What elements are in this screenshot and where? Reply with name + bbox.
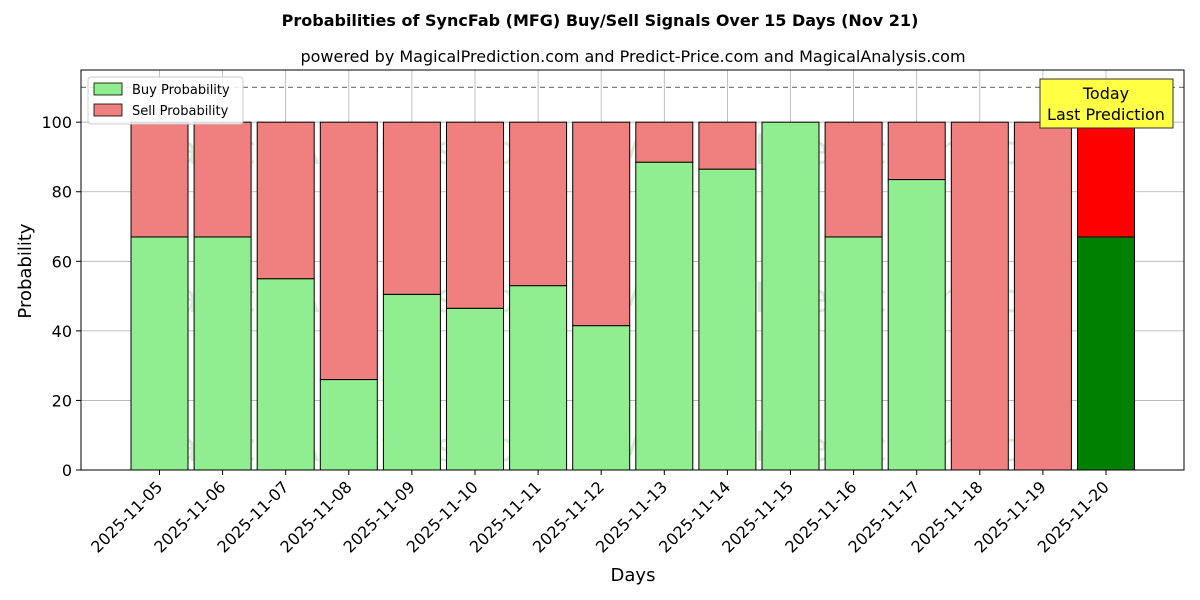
legend-swatch-buy	[93, 82, 123, 96]
bar-buy-2025-11-07	[256, 278, 315, 471]
chart-subtitle: powered by MagicalPrediction.com and Pre…	[300, 47, 965, 66]
y-tick-label: 20	[52, 391, 72, 410]
bar-sell-2025-11-13	[635, 121, 694, 163]
annotation-box	[1039, 78, 1174, 129]
bar-sell-2025-11-16	[824, 121, 883, 238]
today-annotation: Today Last Prediction	[1039, 78, 1174, 129]
bar-buy-2025-11-17	[887, 179, 946, 471]
bar-sell-2025-11-17	[887, 121, 946, 181]
bar-buy-2025-11-14	[698, 168, 757, 471]
bar-sell-2025-11-10	[446, 121, 504, 309]
bar-buy-2025-11-08	[319, 379, 378, 471]
x-axis-label: Days	[611, 565, 656, 586]
bar-sell-2025-11-14	[698, 121, 757, 170]
bar-sell-2025-11-19	[1013, 121, 1072, 471]
bar-sell-2025-11-06	[193, 121, 252, 238]
y-tick-label: 80	[52, 183, 72, 202]
bar-buy-2025-11-09	[382, 293, 441, 471]
annotation-line-1: Today	[1082, 84, 1129, 103]
legend-label-buy: Buy Probability	[132, 83, 230, 98]
bar-sell-2025-11-05	[130, 121, 189, 238]
bar-sell-2025-11-09	[382, 121, 441, 295]
bar-sell-2025-11-08	[319, 121, 378, 381]
legend-box	[87, 76, 244, 125]
bar-buy-2025-11-16	[824, 236, 883, 471]
bar-buy-2025-11-10	[446, 307, 504, 471]
bar-buy-2025-11-11	[509, 285, 568, 471]
bar-buy-2025-11-06	[193, 236, 252, 471]
bar-buy-2025-11-12	[572, 325, 631, 471]
bar-buy-2025-11-05	[130, 236, 189, 471]
chart-title: Probabilities of SyncFab (MFG) Buy/Sell …	[282, 11, 919, 30]
bar-buy-2025-11-20	[1077, 236, 1135, 471]
y-tick-label: 100	[41, 113, 72, 132]
plot-frame	[80, 69, 1185, 471]
bar-buy-2025-11-13	[635, 161, 694, 471]
bar-sell-2025-11-12	[572, 121, 631, 327]
annotation-line-2: Last Prediction	[1047, 105, 1165, 124]
y-axis-label: Probability	[15, 223, 36, 318]
y-tick-label: 0	[62, 461, 72, 480]
bar-sell-2025-11-20	[1077, 121, 1135, 238]
bar-sell-2025-11-11	[509, 121, 568, 287]
y-tick-label: 60	[52, 252, 72, 271]
legend-label-sell: Sell Probability	[132, 104, 229, 119]
legend-swatch-sell	[93, 103, 123, 117]
legend: Buy Probability Sell Probability	[87, 76, 244, 125]
bar-sell-2025-11-18	[950, 121, 1009, 471]
bar-layer	[130, 121, 1135, 471]
bar-sell-2025-11-07	[256, 121, 315, 280]
y-tick-label: 40	[52, 322, 72, 341]
bar-buy-2025-11-15	[761, 121, 820, 471]
